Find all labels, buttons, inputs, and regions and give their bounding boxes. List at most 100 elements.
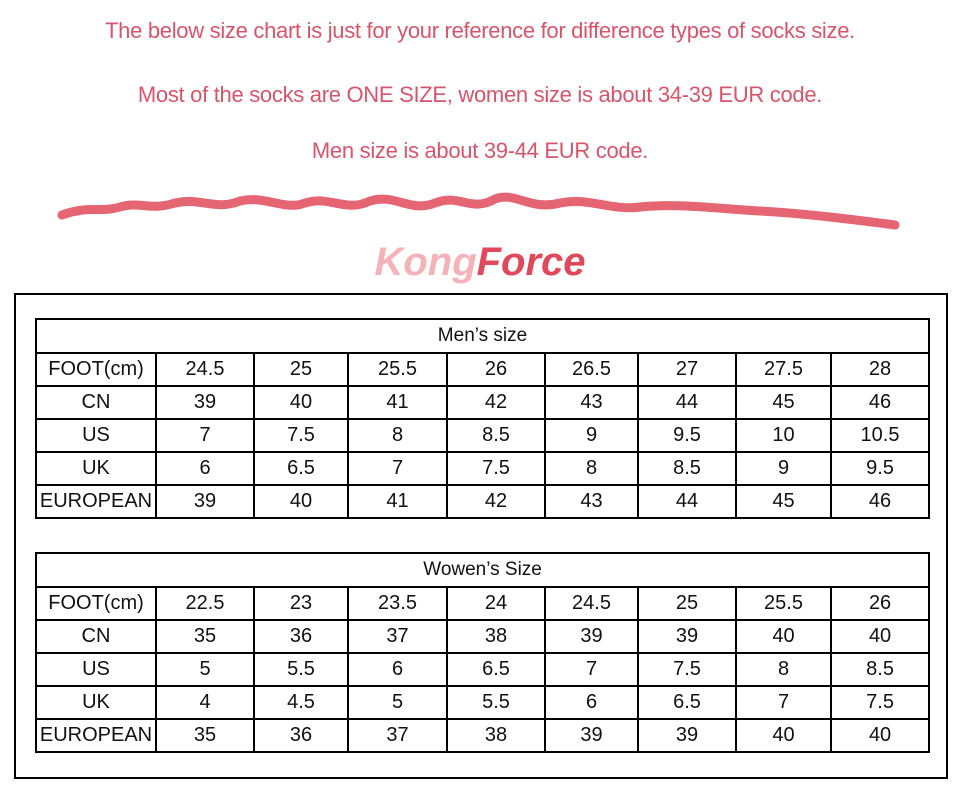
cell: 6: [155, 451, 255, 486]
table-row: UK 6 6.5 7 7.5 8 8.5 9 9.5: [35, 451, 930, 486]
cell: 24.5: [544, 586, 639, 621]
table-row: EUROPEAN 35 36 37 38 39 39 40 40: [35, 718, 931, 753]
cell: 5: [347, 685, 448, 720]
decorative-wave: [57, 192, 900, 230]
cell: 25.5: [347, 352, 448, 387]
row-label: US: [35, 418, 157, 453]
size-table: Wowen’s Size FOOT(cm) 22.5 23 23.5 24 24.5 25 25…: [34, 552, 931, 753]
cell: 8: [544, 451, 639, 486]
cell: 6: [544, 685, 639, 720]
cell: 26: [446, 352, 546, 387]
table-row: CN 35 36 37 38 39 39 40 40: [35, 619, 931, 654]
table-row: EUROPEAN 39 40 41 42 43 44 45 46: [35, 484, 930, 519]
cell: 7.5: [637, 652, 737, 687]
row-label: EUROPEAN: [35, 718, 157, 753]
cell: 4: [155, 685, 255, 720]
cell: 39: [544, 619, 639, 654]
cell: 43: [544, 385, 639, 420]
cell: 45: [735, 484, 832, 519]
cell: 10: [735, 418, 832, 453]
cell: 36: [253, 718, 349, 753]
cell: 36: [253, 619, 349, 654]
cell: 35: [155, 718, 255, 753]
size-table: Men’s size FOOT(cm) 24.5 25 25.5 26 26.5 27 27.5…: [35, 318, 930, 519]
row-label: UK: [35, 685, 157, 720]
cell: 40: [735, 718, 832, 753]
cell: 5.5: [253, 652, 349, 687]
cell: 25.5: [735, 586, 832, 621]
brand-part: Force: [476, 240, 586, 284]
cell: 7.5: [253, 418, 349, 453]
table-row: US 7 7.5 8 8.5 9 9.5 10 10.5: [35, 418, 930, 453]
cell: 25: [253, 352, 349, 387]
table-row: US 5 5.5 6 6.5 7 7.5 8 8.5: [35, 652, 931, 687]
cell: 39: [544, 718, 639, 753]
cell: 24.5: [155, 352, 255, 387]
cell: 46: [830, 484, 930, 519]
cell: 7: [155, 418, 255, 453]
cell: 40: [735, 619, 832, 654]
cell: 39: [637, 718, 737, 753]
cell: 22.5: [155, 586, 255, 621]
cell: 37: [347, 718, 448, 753]
cell: 39: [637, 619, 737, 654]
cell: 7: [347, 451, 448, 486]
cell: 40: [253, 484, 349, 519]
cell: 39: [155, 484, 255, 519]
cell: 9: [735, 451, 832, 486]
cell: 38: [446, 619, 546, 654]
header-line: The below size chart is just for your re…: [105, 18, 855, 43]
cell: 45: [735, 385, 832, 420]
table-row: FOOT(cm) 22.5 23 23.5 24 24.5 25 25.5 26: [35, 586, 931, 621]
cell: 7: [544, 652, 639, 687]
cell: 7.5: [446, 451, 546, 486]
cell: 6.5: [446, 652, 546, 687]
cell: 40: [829, 718, 931, 753]
cell: 40: [829, 619, 931, 654]
cell: 5: [155, 652, 255, 687]
cell: 27: [637, 352, 737, 387]
row-label: CN: [35, 385, 157, 420]
row-label: UK: [35, 451, 157, 486]
chart-frame: [14, 293, 948, 779]
row-label: CN: [35, 619, 157, 654]
header-line: Most of the socks are ONE SIZE, women si…: [137, 82, 823, 107]
cell: 7.5: [829, 685, 931, 720]
cell: 8.5: [637, 451, 737, 486]
cell: 27.5: [735, 352, 832, 387]
cell: 9.5: [637, 418, 737, 453]
cell: 46: [830, 385, 930, 420]
cell: 8: [347, 418, 448, 453]
cell: 35: [155, 619, 255, 654]
table-title: Wowen’s Size: [34, 552, 931, 588]
row-label: FOOT(cm): [35, 586, 157, 621]
cell: 8.5: [829, 652, 931, 687]
cell: 43: [544, 484, 639, 519]
cell: 10.5: [830, 418, 930, 453]
table-row: FOOT(cm) 24.5 25 25.5 26 26.5 27 27.5 28: [35, 352, 930, 387]
cell: 42: [446, 484, 546, 519]
cell: 24: [446, 586, 546, 621]
cell: 41: [347, 484, 448, 519]
cell: 9: [544, 418, 639, 453]
cell: 28: [830, 352, 930, 387]
cell: 6.5: [637, 685, 737, 720]
cell: 8: [735, 652, 832, 687]
cell: 23: [253, 586, 349, 621]
table-row: UK 4 4.5 5 5.5 6 6.5 7 7.5: [35, 685, 931, 720]
cell: 7: [735, 685, 832, 720]
cell: 42: [446, 385, 546, 420]
brand: KongForce: [0, 240, 960, 285]
title-row: Men’s size: [35, 318, 930, 354]
header-line: Men size is about 39-44 EUR code.: [311, 138, 649, 163]
cell: 41: [347, 385, 448, 420]
row-label: US: [35, 652, 157, 687]
cell: 44: [637, 484, 737, 519]
title-row: Wowen’s Size: [34, 552, 931, 588]
cell: 26.5: [544, 352, 639, 387]
cell: 8.5: [446, 418, 546, 453]
cell: 39: [155, 385, 255, 420]
cell: 4.5: [253, 685, 349, 720]
cell: 25: [637, 586, 737, 621]
cell: 6.5: [253, 451, 349, 486]
